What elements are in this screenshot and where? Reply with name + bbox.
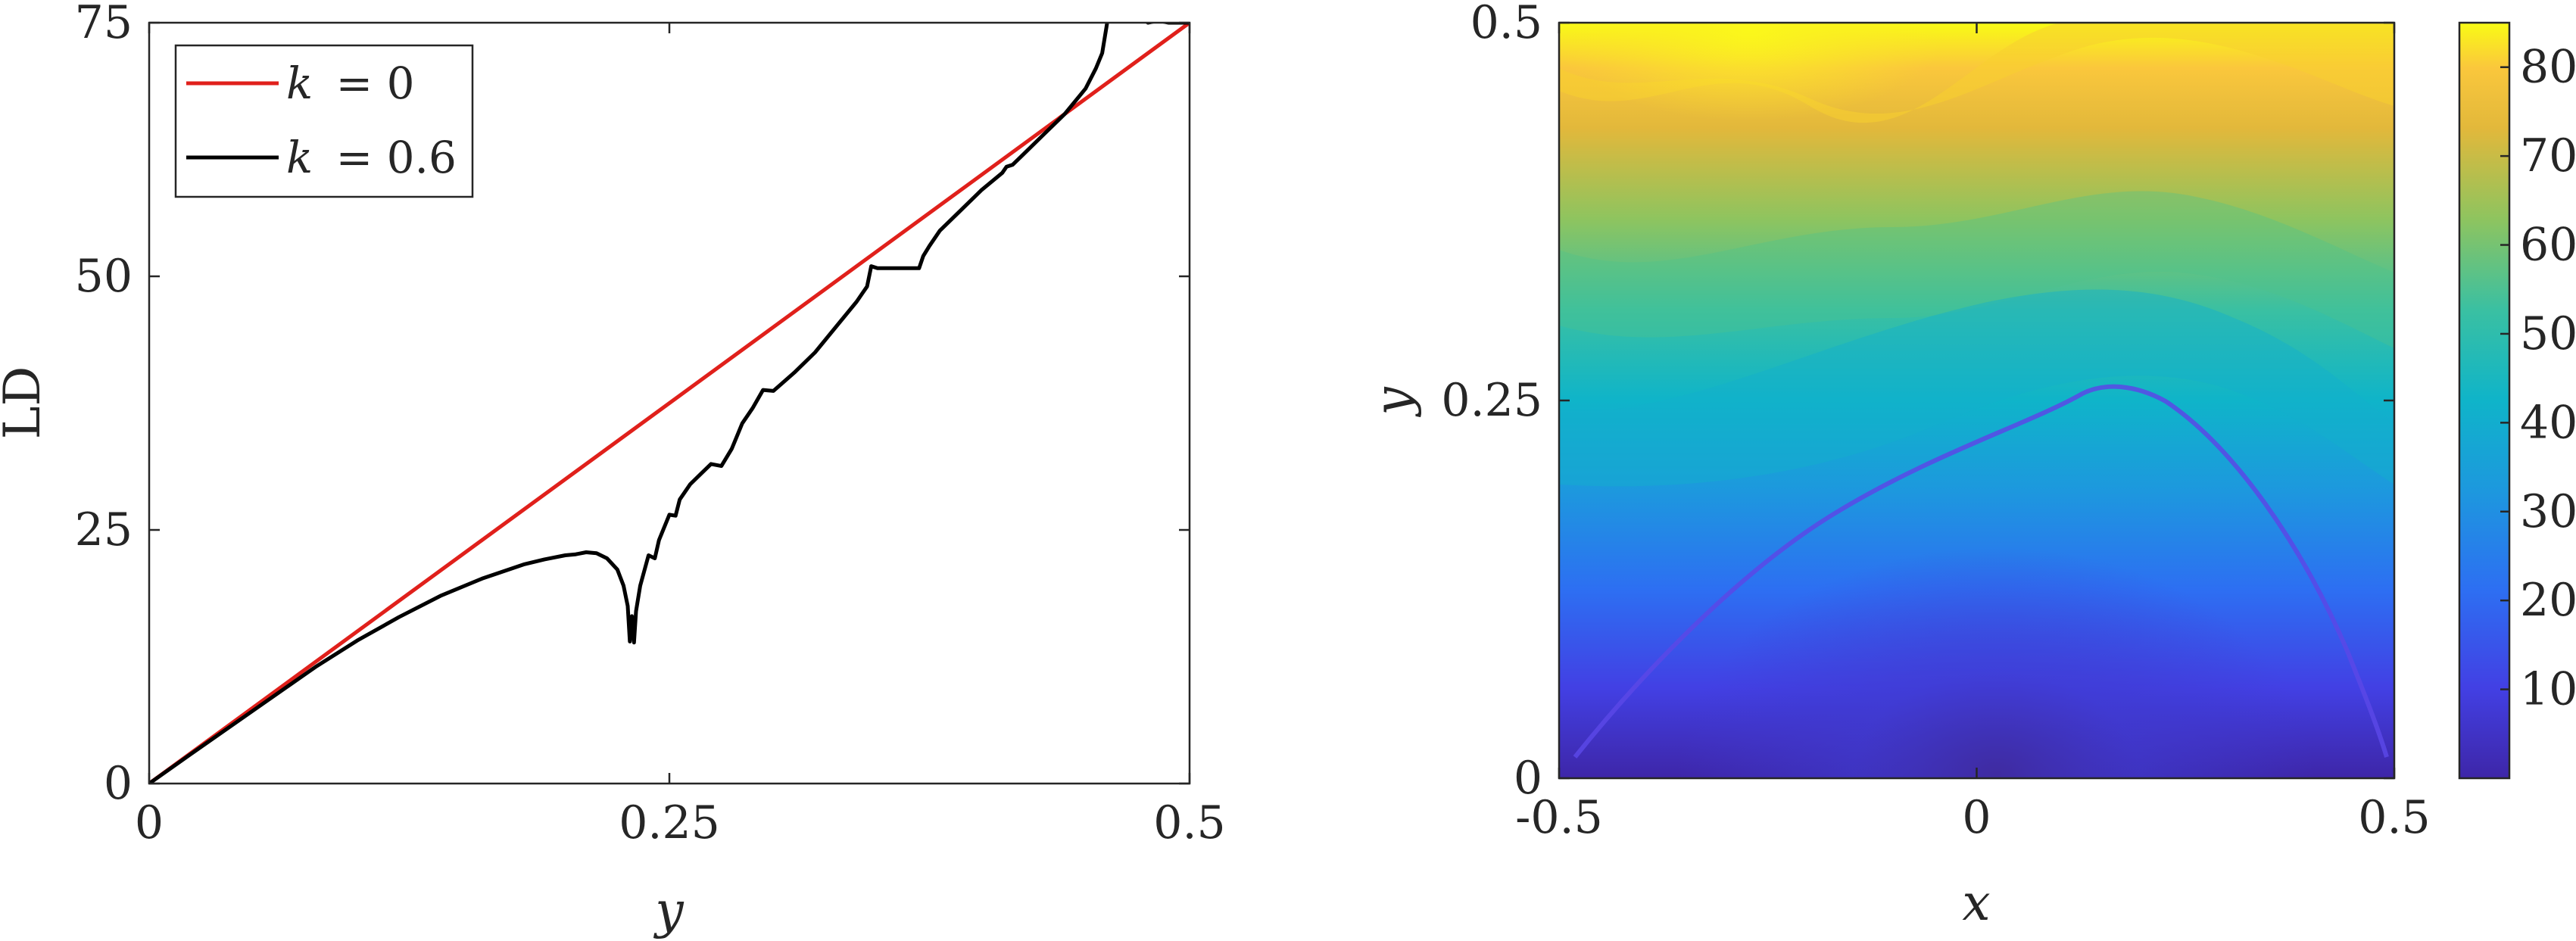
x-tick-label: 0.25 <box>619 796 720 849</box>
colorbar: 10 20 30 40 50 60 70 80 <box>2458 21 2576 780</box>
legend-box <box>174 44 474 198</box>
tick-labels: 0 0.25 0.5 0 25 50 75 <box>75 0 1226 849</box>
y-tick-label: 0 <box>104 757 133 810</box>
colorbar-tick-label: 50 <box>2520 307 2576 360</box>
y-tick-label: 25 <box>75 503 133 556</box>
y-axis-title: y <box>1364 387 1422 418</box>
series-line-k0 <box>149 23 1190 784</box>
colorbar-tick-label: 40 <box>2520 396 2576 449</box>
x-tick-label: 0.5 <box>2358 791 2430 844</box>
colorbar-gradient <box>2458 21 2511 780</box>
legend-var-k0: k <box>286 58 313 109</box>
legend: k = 0 k = 0.6 <box>174 44 474 198</box>
x-tick-label: 0.5 <box>1153 796 1225 849</box>
heatmap-ridge-line <box>1573 384 2389 759</box>
x-axis-title: x <box>1962 874 1990 932</box>
y-tick-label: 0.25 <box>1441 374 1542 427</box>
series-line-k06 <box>149 23 1190 784</box>
legend-value-k06: = 0.6 <box>336 132 457 183</box>
x-axis-title: y <box>653 881 684 939</box>
x-tick-label: -0.5 <box>1515 791 1603 844</box>
legend-value-k0: = 0 <box>336 58 415 109</box>
heatmap-bright-core <box>1559 23 2394 250</box>
y-tick-label: 50 <box>75 250 133 303</box>
x-tick-label: 0 <box>135 796 164 849</box>
heatmap-dark-core <box>1559 379 2394 778</box>
colorbar-tick-label: 30 <box>2520 485 2576 538</box>
colorbar-tick-label: 60 <box>2520 219 2576 272</box>
y-axis-title: LD <box>0 366 51 440</box>
y-tick-label: 75 <box>75 0 133 49</box>
colorbar-ticks: 10 20 30 40 50 60 70 80 <box>2500 41 2576 716</box>
series-layer <box>149 23 1190 784</box>
colorbar-tick-label: 20 <box>2520 574 2576 627</box>
legend-var-k06: k <box>286 132 313 183</box>
tick-labels: -0.5 0 0.500.250.5 <box>1441 0 2430 844</box>
colorbar-tick-label: 80 <box>2520 41 2576 94</box>
colorbar-tick-label: 70 <box>2520 129 2576 182</box>
legend-label-k06: k = 0.6 <box>286 132 457 183</box>
x-tick-label: 0 <box>1962 791 1991 844</box>
heatmap-image <box>1559 23 2394 778</box>
heatmap-frame <box>1558 21 2396 780</box>
plot-frame <box>148 21 1191 785</box>
y-tick-label: 0.5 <box>1470 0 1542 49</box>
legend-label-k0: k = 0 <box>286 58 415 109</box>
y-tick-label: 0 <box>1514 752 1542 805</box>
line-chart-panel: 0 0.25 0.5 0 25 50 75 y LD k = 0 k = 0.6 <box>0 0 1226 939</box>
colorbar-tick-label: 10 <box>2520 663 2576 716</box>
